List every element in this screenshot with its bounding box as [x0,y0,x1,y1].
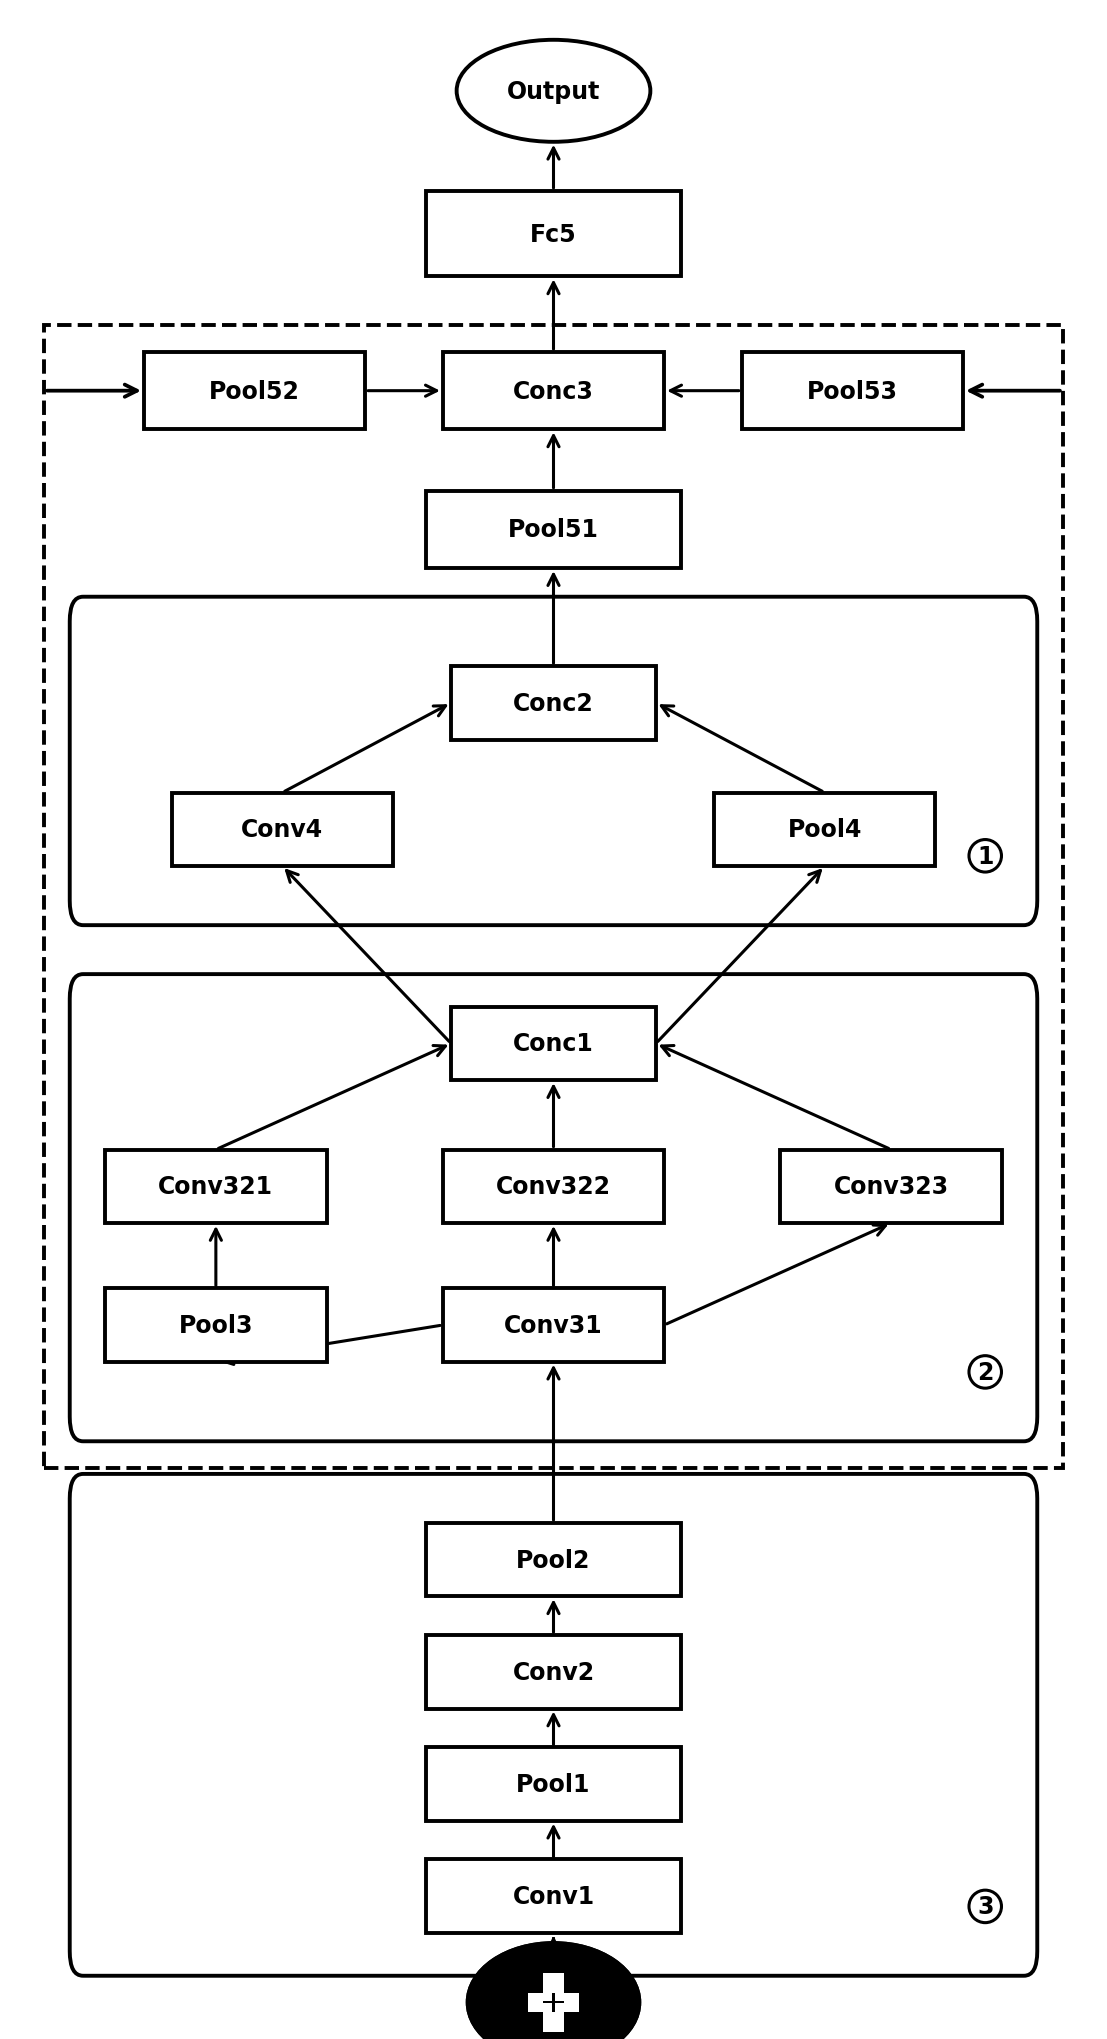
FancyBboxPatch shape [452,1007,655,1081]
FancyBboxPatch shape [443,1150,664,1223]
Text: Conc1: Conc1 [514,1032,593,1056]
FancyBboxPatch shape [426,1860,681,1933]
FancyBboxPatch shape [742,353,963,430]
FancyBboxPatch shape [426,1747,681,1821]
Text: Conv31: Conv31 [504,1313,603,1338]
Ellipse shape [456,41,650,143]
Text: Conv321: Conv321 [158,1174,273,1199]
Text: Fc5: Fc5 [530,222,577,247]
Text: Conv4: Conv4 [241,818,323,842]
Text: Conc3: Conc3 [513,379,594,404]
Text: 1: 1 [977,844,993,869]
FancyBboxPatch shape [780,1150,1002,1223]
Text: 3: 3 [977,1894,993,1919]
FancyBboxPatch shape [552,1992,555,2012]
Text: Conc2: Conc2 [514,691,593,716]
FancyBboxPatch shape [105,1150,327,1223]
Text: Conv322: Conv322 [496,1174,611,1199]
Text: Pool53: Pool53 [807,379,898,404]
FancyBboxPatch shape [426,1635,681,1709]
FancyBboxPatch shape [426,491,681,569]
FancyBboxPatch shape [452,667,655,740]
FancyBboxPatch shape [443,1289,664,1362]
Text: Pool52: Pool52 [209,379,300,404]
Text: Pool1: Pool1 [516,1772,591,1796]
FancyBboxPatch shape [544,1974,563,2031]
Text: Output: Output [507,80,600,104]
FancyBboxPatch shape [528,1992,579,2012]
FancyBboxPatch shape [144,353,365,430]
Text: Pool51: Pool51 [508,518,599,542]
FancyBboxPatch shape [443,353,664,430]
Text: Conv2: Conv2 [513,1660,594,1684]
Text: Conv323: Conv323 [834,1174,949,1199]
Text: Conv1: Conv1 [513,1884,594,1909]
Text: 2: 2 [977,1360,993,1384]
FancyBboxPatch shape [172,793,393,867]
FancyBboxPatch shape [714,793,935,867]
FancyBboxPatch shape [426,192,681,277]
Text: Pool3: Pool3 [178,1313,254,1338]
Text: Pool4: Pool4 [787,818,862,842]
FancyBboxPatch shape [426,1523,681,1597]
Text: Pool2: Pool2 [516,1548,591,1572]
Ellipse shape [467,1943,640,2039]
FancyBboxPatch shape [105,1289,327,1362]
